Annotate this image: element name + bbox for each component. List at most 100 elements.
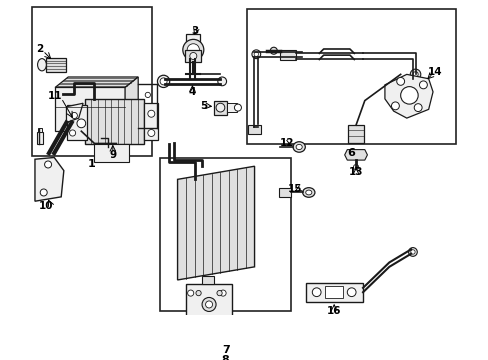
Circle shape: [105, 144, 110, 150]
Text: 16: 16: [326, 306, 341, 316]
Bar: [226, 103, 237, 112]
Circle shape: [419, 81, 427, 89]
Circle shape: [254, 52, 258, 57]
Circle shape: [145, 114, 150, 120]
Circle shape: [157, 75, 169, 87]
Circle shape: [147, 130, 155, 136]
Bar: [55, 87, 125, 131]
Ellipse shape: [296, 144, 302, 150]
Text: 10: 10: [39, 201, 54, 211]
Circle shape: [251, 50, 260, 59]
Text: 4: 4: [188, 87, 196, 97]
Circle shape: [413, 104, 421, 112]
Circle shape: [147, 110, 155, 117]
Circle shape: [69, 130, 76, 136]
Text: 11: 11: [48, 91, 62, 101]
Circle shape: [202, 297, 216, 311]
Circle shape: [205, 301, 212, 308]
Circle shape: [77, 119, 85, 128]
Bar: [184, 324, 232, 334]
Circle shape: [221, 325, 228, 333]
Circle shape: [217, 291, 222, 296]
Bar: [144, 103, 158, 140]
Circle shape: [353, 165, 358, 170]
Circle shape: [85, 132, 98, 144]
Circle shape: [196, 291, 201, 296]
Polygon shape: [125, 77, 138, 131]
Polygon shape: [190, 334, 225, 343]
Circle shape: [312, 288, 321, 297]
Text: 14: 14: [427, 67, 441, 77]
Bar: [347, 125, 363, 143]
Circle shape: [187, 325, 195, 333]
Text: 1: 1: [88, 159, 96, 170]
Circle shape: [218, 336, 224, 342]
Circle shape: [220, 316, 225, 323]
Bar: [32, 7, 152, 156]
Bar: [214, 100, 226, 114]
Circle shape: [187, 44, 199, 56]
Bar: [84, 99, 144, 144]
Bar: [185, 50, 201, 62]
Polygon shape: [384, 75, 432, 118]
Bar: [160, 158, 291, 311]
Circle shape: [391, 102, 399, 110]
Text: 9: 9: [109, 150, 116, 160]
Polygon shape: [55, 77, 138, 87]
Circle shape: [189, 53, 196, 59]
Text: 15: 15: [287, 184, 302, 194]
Text: 6: 6: [346, 148, 354, 158]
Circle shape: [145, 92, 150, 98]
Circle shape: [270, 47, 277, 54]
Circle shape: [187, 290, 193, 296]
Bar: [247, 125, 260, 134]
Bar: [186, 284, 231, 324]
Circle shape: [410, 250, 414, 254]
Polygon shape: [93, 144, 128, 162]
Text: 2: 2: [36, 44, 43, 54]
Circle shape: [113, 140, 120, 147]
Text: 12: 12: [279, 139, 294, 148]
Bar: [202, 276, 214, 284]
Circle shape: [396, 77, 404, 85]
Circle shape: [196, 336, 202, 342]
Circle shape: [89, 135, 95, 141]
Text: 8: 8: [222, 355, 229, 360]
Circle shape: [412, 72, 417, 77]
Bar: [305, 283, 362, 302]
Circle shape: [44, 161, 51, 168]
Ellipse shape: [302, 188, 314, 197]
Polygon shape: [35, 157, 64, 201]
Circle shape: [409, 69, 420, 80]
Bar: [325, 286, 342, 298]
Bar: [67, 105, 86, 140]
Circle shape: [69, 111, 76, 117]
Circle shape: [220, 290, 225, 296]
Circle shape: [400, 87, 417, 104]
Circle shape: [187, 316, 193, 323]
Text: 3: 3: [191, 26, 198, 36]
Circle shape: [71, 112, 77, 118]
Polygon shape: [66, 103, 83, 122]
Polygon shape: [344, 150, 366, 160]
Circle shape: [234, 104, 241, 111]
Circle shape: [160, 78, 167, 85]
Text: 13: 13: [348, 167, 363, 177]
Bar: [246, 9, 455, 144]
Ellipse shape: [292, 142, 305, 152]
Circle shape: [40, 189, 47, 196]
Bar: [279, 50, 295, 60]
Polygon shape: [177, 166, 254, 280]
Circle shape: [217, 77, 226, 86]
Bar: [38, 128, 42, 132]
Text: 7: 7: [222, 345, 229, 355]
Bar: [37, 132, 43, 144]
Ellipse shape: [305, 190, 311, 195]
Circle shape: [183, 39, 203, 60]
Circle shape: [346, 288, 355, 297]
Circle shape: [216, 103, 224, 112]
Ellipse shape: [38, 59, 46, 71]
Text: 5: 5: [200, 101, 207, 111]
Circle shape: [407, 248, 416, 256]
Bar: [46, 58, 65, 72]
